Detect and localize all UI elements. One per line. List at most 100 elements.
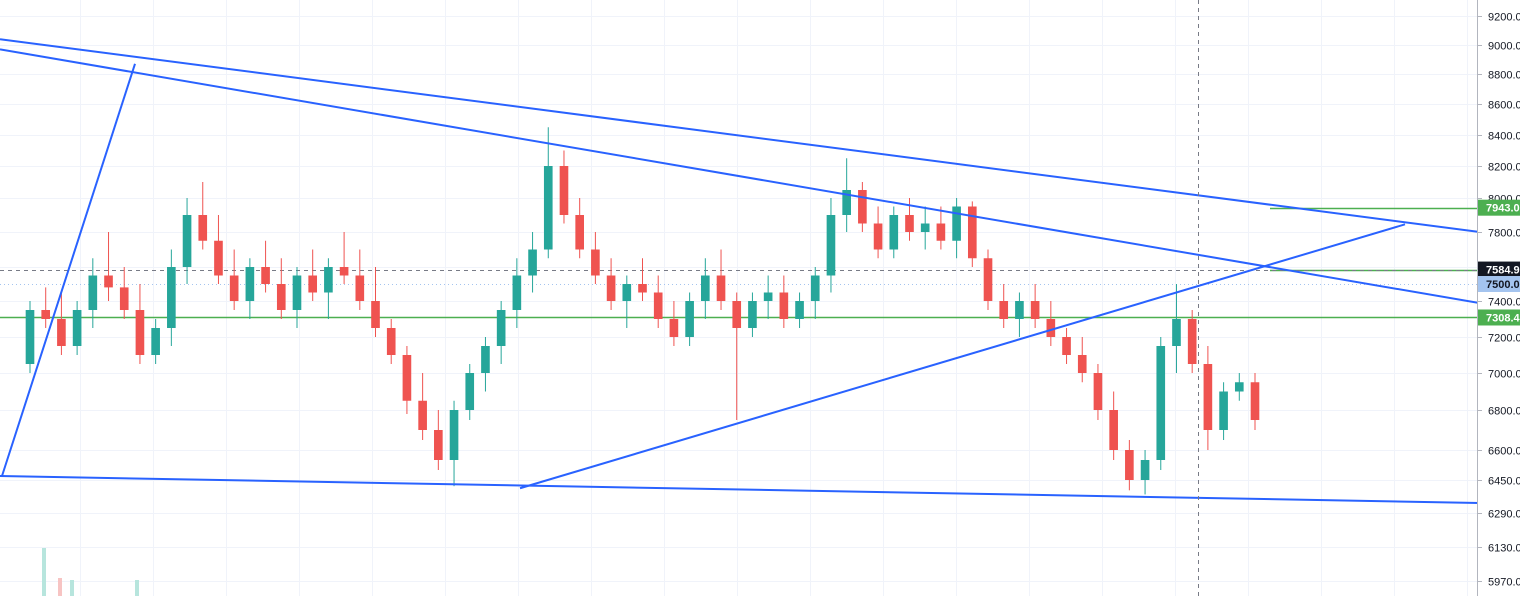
candle[interactable] — [229, 249, 239, 311]
candle[interactable] — [496, 301, 506, 364]
candle[interactable] — [292, 267, 302, 328]
candle[interactable] — [418, 373, 427, 440]
candle[interactable] — [528, 232, 537, 293]
price-axis[interactable] — [1477, 0, 1520, 596]
candle[interactable] — [779, 275, 789, 329]
candle[interactable] — [434, 410, 443, 470]
candle[interactable] — [245, 258, 255, 319]
candle-body — [119, 287, 129, 310]
candle[interactable] — [261, 240, 270, 293]
candle[interactable] — [748, 292, 757, 338]
candle[interactable] — [669, 301, 679, 346]
candle[interactable] — [936, 206, 946, 250]
candle[interactable] — [512, 258, 522, 328]
candle[interactable] — [732, 292, 742, 421]
candle[interactable] — [355, 249, 365, 311]
price-label-text: 7943.0 — [1486, 203, 1520, 215]
candle[interactable] — [920, 206, 930, 250]
candle[interactable] — [638, 258, 647, 301]
candle[interactable] — [465, 364, 475, 420]
candle[interactable] — [182, 198, 192, 284]
candle[interactable] — [1234, 373, 1244, 401]
candle[interactable] — [339, 232, 349, 284]
candle-body — [748, 301, 757, 328]
candle[interactable] — [858, 182, 867, 232]
candle-body — [449, 410, 459, 460]
candle[interactable] — [449, 400, 459, 487]
price-tick-label: 6130.0 — [1488, 543, 1520, 555]
candle[interactable] — [591, 232, 600, 284]
candle[interactable] — [1219, 382, 1228, 440]
trendline[interactable] — [0, 475, 1520, 505]
candle[interactable] — [1156, 337, 1166, 470]
candle[interactable] — [119, 267, 129, 319]
candle[interactable] — [606, 258, 616, 310]
trendline[interactable] — [0, 38, 1520, 239]
candle-body — [1140, 460, 1150, 480]
price-tick-label: 8600.0 — [1488, 100, 1520, 112]
candle[interactable] — [324, 258, 333, 319]
candle[interactable] — [57, 292, 66, 356]
price-label-text: 7308.4 — [1486, 312, 1520, 324]
candle[interactable] — [889, 206, 899, 259]
candle[interactable] — [653, 275, 663, 329]
candle[interactable] — [763, 275, 773, 320]
candle-body — [1046, 319, 1056, 337]
trendlines[interactable] — [0, 38, 1520, 505]
candle[interactable] — [543, 127, 553, 259]
candle[interactable] — [1077, 337, 1087, 383]
candle-body — [905, 215, 914, 232]
candle[interactable] — [1125, 440, 1134, 491]
candle[interactable] — [622, 275, 632, 329]
candle[interactable] — [72, 301, 82, 355]
candle[interactable] — [873, 206, 883, 259]
candle[interactable] — [41, 287, 51, 328]
candle[interactable] — [967, 201, 977, 267]
candle[interactable] — [1250, 373, 1260, 430]
candle[interactable] — [701, 258, 710, 319]
candles[interactable] — [25, 127, 1260, 495]
candle[interactable] — [1172, 284, 1181, 373]
candle[interactable] — [402, 346, 412, 414]
candle[interactable] — [104, 232, 113, 301]
candle[interactable] — [795, 292, 804, 329]
candle[interactable] — [276, 258, 286, 319]
candle[interactable] — [214, 215, 223, 284]
candle[interactable] — [559, 150, 569, 224]
candle[interactable] — [1093, 364, 1103, 420]
candle[interactable] — [999, 284, 1009, 328]
trendline[interactable] — [519, 223, 1406, 490]
candle-body — [1250, 382, 1260, 420]
candle[interactable] — [826, 198, 836, 293]
candle[interactable] — [1030, 284, 1040, 328]
candle[interactable] — [685, 292, 694, 347]
candle[interactable] — [167, 249, 176, 347]
candle[interactable] — [25, 301, 35, 373]
candle[interactable] — [952, 198, 961, 259]
candle[interactable] — [1046, 301, 1056, 346]
candle[interactable] — [386, 319, 396, 364]
candle[interactable] — [1109, 391, 1118, 461]
candle-body — [967, 206, 977, 259]
candle[interactable] — [575, 198, 584, 259]
candle[interactable] — [151, 319, 160, 364]
candle[interactable] — [983, 249, 993, 311]
candle[interactable] — [1187, 310, 1197, 373]
candle[interactable] — [135, 284, 145, 364]
candle[interactable] — [1015, 292, 1024, 338]
candle[interactable] — [716, 249, 726, 311]
candle[interactable] — [88, 258, 98, 328]
candle[interactable] — [371, 267, 380, 337]
candle[interactable] — [1140, 450, 1150, 495]
candle[interactable] — [1203, 346, 1213, 450]
candle-body — [685, 301, 694, 337]
candle[interactable] — [198, 182, 208, 250]
candle[interactable] — [308, 249, 318, 302]
trendline[interactable] — [1, 63, 136, 477]
candle[interactable] — [810, 267, 820, 319]
candle[interactable] — [1062, 328, 1071, 364]
candle[interactable] — [481, 337, 490, 392]
candle-body — [1156, 346, 1166, 460]
